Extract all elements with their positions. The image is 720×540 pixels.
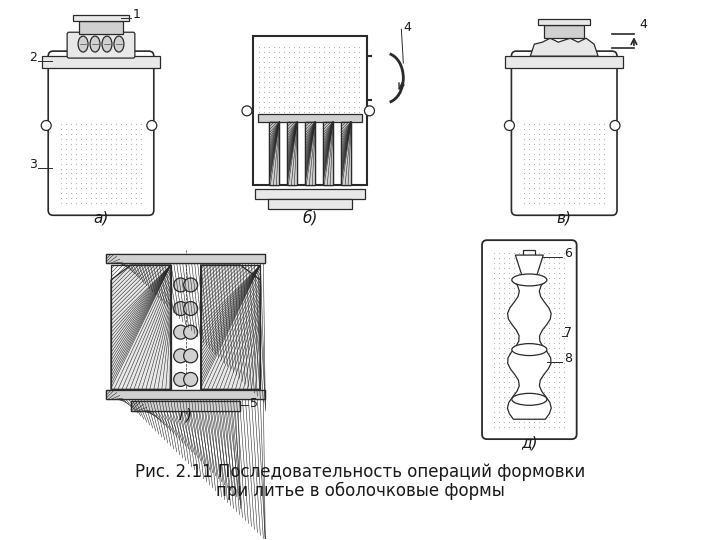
Text: 5: 5 <box>251 397 258 410</box>
Polygon shape <box>201 265 261 389</box>
Ellipse shape <box>90 36 100 52</box>
Bar <box>544 25 584 38</box>
Bar <box>341 122 351 185</box>
Text: 4: 4 <box>639 18 647 31</box>
Bar <box>131 401 240 411</box>
Bar <box>106 390 266 400</box>
FancyBboxPatch shape <box>482 240 577 439</box>
Bar <box>523 250 536 280</box>
Polygon shape <box>111 265 171 389</box>
Text: д): д) <box>521 435 538 450</box>
Polygon shape <box>508 280 552 419</box>
Bar <box>258 114 362 122</box>
Ellipse shape <box>184 349 197 363</box>
Ellipse shape <box>174 278 188 292</box>
Text: при литье в оболочковые формы: при литье в оболочковые формы <box>215 482 505 500</box>
Bar <box>287 122 297 185</box>
Bar <box>305 122 315 185</box>
Bar <box>106 254 266 263</box>
Bar <box>539 19 590 25</box>
Text: в): в) <box>557 210 572 225</box>
Bar <box>269 122 279 185</box>
Text: 3: 3 <box>30 158 37 171</box>
Bar <box>323 122 333 185</box>
Bar <box>106 390 266 400</box>
Bar <box>73 15 129 21</box>
Ellipse shape <box>184 301 197 315</box>
Bar <box>79 21 123 34</box>
Text: 4: 4 <box>403 21 411 34</box>
FancyBboxPatch shape <box>67 32 135 58</box>
Ellipse shape <box>102 36 112 52</box>
Text: г): г) <box>179 407 193 422</box>
Ellipse shape <box>174 301 188 315</box>
Bar <box>323 122 333 185</box>
Polygon shape <box>516 255 544 280</box>
Circle shape <box>610 120 620 131</box>
Circle shape <box>242 106 252 116</box>
Ellipse shape <box>174 325 188 339</box>
Ellipse shape <box>512 343 547 355</box>
Ellipse shape <box>78 36 88 52</box>
Circle shape <box>505 120 514 131</box>
Bar <box>341 122 351 185</box>
FancyBboxPatch shape <box>511 51 617 215</box>
Text: 6: 6 <box>564 247 572 260</box>
Bar <box>505 56 623 68</box>
Bar <box>269 199 352 210</box>
Bar <box>253 36 367 185</box>
Text: а): а) <box>94 210 109 225</box>
FancyBboxPatch shape <box>48 51 154 215</box>
Bar <box>201 265 261 389</box>
Text: Рис. 2.11 Последовательность операций формовки: Рис. 2.11 Последовательность операций фо… <box>135 463 585 481</box>
Bar <box>131 401 240 411</box>
Bar <box>305 122 315 185</box>
Ellipse shape <box>184 373 197 387</box>
Bar <box>269 122 279 185</box>
Polygon shape <box>531 38 598 56</box>
Circle shape <box>147 120 157 131</box>
Ellipse shape <box>114 36 124 52</box>
Bar <box>111 265 171 389</box>
Ellipse shape <box>184 278 197 292</box>
Ellipse shape <box>512 274 547 286</box>
Bar <box>287 122 297 185</box>
Text: 7: 7 <box>564 326 572 339</box>
Ellipse shape <box>184 325 197 339</box>
Circle shape <box>41 120 51 131</box>
Bar <box>256 190 365 199</box>
Ellipse shape <box>174 373 188 387</box>
Circle shape <box>364 106 374 116</box>
Text: б): б) <box>302 210 318 225</box>
Text: 8: 8 <box>564 352 572 366</box>
Ellipse shape <box>512 393 547 406</box>
Text: 2: 2 <box>30 51 37 64</box>
Text: 1: 1 <box>133 8 140 21</box>
Ellipse shape <box>174 349 188 363</box>
Bar <box>106 254 266 263</box>
Bar <box>42 56 160 68</box>
